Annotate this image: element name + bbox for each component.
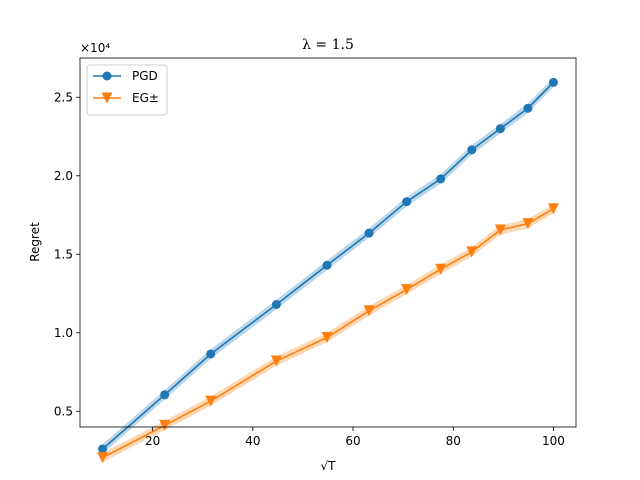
series-lines (102, 81, 555, 459)
eg-data-point (466, 246, 478, 258)
pgd-data-point (98, 444, 108, 454)
eg-data-point (159, 419, 171, 431)
eg-data-point (401, 284, 413, 296)
pgd-data-point (436, 174, 446, 184)
y-tick-label: 0.5 (54, 404, 73, 418)
pgd-data-point (548, 77, 558, 87)
legend-pgd-label: PGD (132, 69, 158, 83)
series-markers (97, 77, 559, 464)
pgd-data-point (467, 145, 477, 155)
y-tick-label: 2.0 (54, 169, 73, 183)
y-tick-label: 1.5 (54, 247, 73, 261)
y-tick-label: 1.0 (54, 326, 73, 340)
legend-eg-marker (101, 92, 113, 104)
eg-data-point (435, 263, 447, 275)
pgd-series-line (102, 81, 555, 450)
pgd-data-point (402, 197, 412, 207)
chart-title: λ = 1.5 (302, 37, 354, 53)
pgd-data-point (206, 349, 216, 359)
y-axis-ticks: 0.5 1.0 1.5 2.0 2.5 (54, 90, 80, 418)
eg-series-line (102, 208, 554, 459)
eg-data-point (270, 355, 282, 367)
x-tick-label: 100 (542, 434, 565, 448)
pgd-data-point (271, 300, 281, 310)
legend-eg-label: EG± (132, 91, 159, 105)
y-axis-label: Regret (28, 222, 42, 262)
x-axis-ticks: 20 40 60 80 100 (145, 427, 565, 448)
y-scale-multiplier: ×10⁴ (80, 41, 110, 55)
pgd-data-point (364, 228, 374, 238)
pgd-data-point (160, 390, 170, 400)
eg-data-point (97, 452, 109, 464)
pgd-data-point (322, 260, 332, 270)
eg-data-point (363, 305, 375, 317)
x-tick-label: 20 (145, 434, 160, 448)
y-tick-label: 2.5 (54, 90, 73, 104)
eg-data-point (205, 395, 217, 407)
plot-area (80, 58, 576, 427)
pgd-data-point (523, 103, 533, 113)
eg-data-point (522, 218, 534, 230)
pgd-data-point (495, 124, 505, 134)
plot-frame (79, 57, 577, 428)
legend-pgd-marker (102, 71, 112, 81)
x-axis-label: √T (321, 459, 337, 473)
x-tick-label: 60 (345, 434, 360, 448)
eg-data-point (321, 331, 333, 343)
eg-data-point (494, 224, 506, 236)
eg-data-point (547, 203, 559, 215)
legend: PGD EG± (86, 64, 168, 116)
x-tick-label: 80 (446, 434, 461, 448)
x-tick-label: 40 (245, 434, 260, 448)
